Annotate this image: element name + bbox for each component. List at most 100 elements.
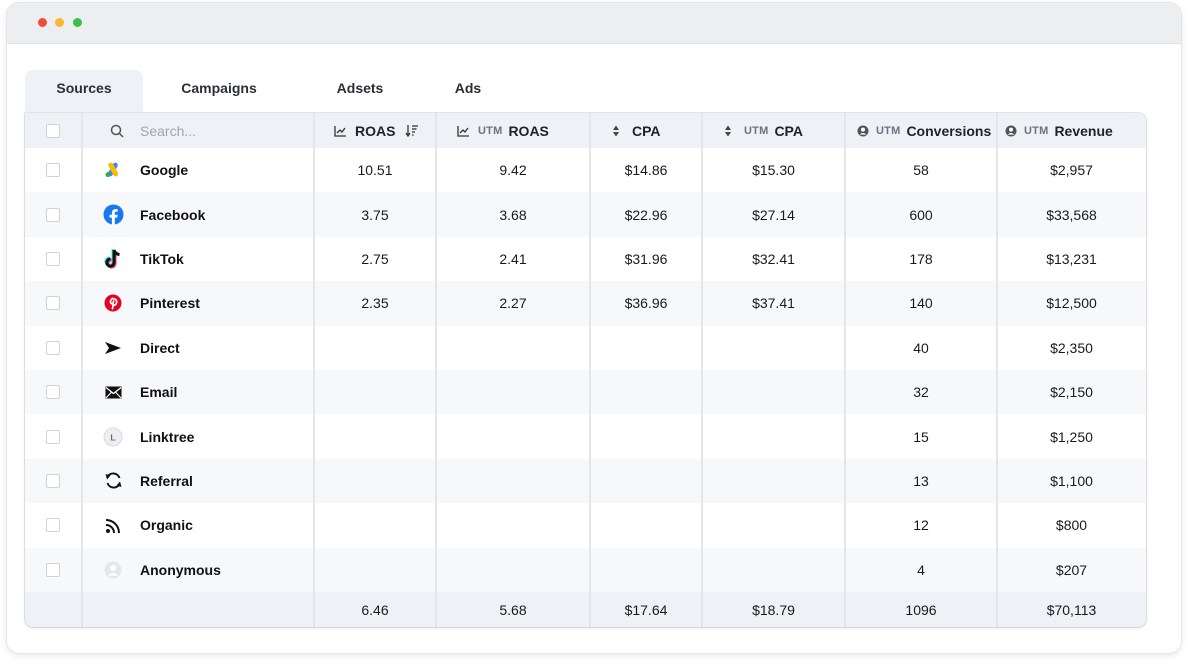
utm-conversions-cell: 600 xyxy=(909,206,933,223)
utm-cpa-cell xyxy=(702,459,845,503)
source-cell[interactable]: Direct xyxy=(82,326,314,370)
row-checkbox[interactable] xyxy=(46,562,60,577)
cpa-cell xyxy=(590,503,702,547)
column-header-utm-conversions[interactable]: UTM Conversions xyxy=(845,113,997,148)
close-window-button[interactable] xyxy=(38,18,47,27)
tab-ads[interactable]: Ads xyxy=(454,80,482,96)
row-checkbox[interactable] xyxy=(46,385,60,400)
utm-cpa-cell xyxy=(702,370,845,414)
table-row[interactable]: L Linktree 15 $1,250 xyxy=(25,414,1146,458)
source-name: Direct xyxy=(140,339,180,356)
roas-cell: 3.75 xyxy=(361,206,389,223)
row-checkbox[interactable] xyxy=(46,296,60,311)
row-checkbox[interactable] xyxy=(46,429,60,444)
column-header-roas[interactable]: ROAS xyxy=(314,113,436,148)
row-checkbox[interactable] xyxy=(46,473,60,488)
column-divider xyxy=(701,113,703,627)
source-name: Anonymous xyxy=(140,561,221,578)
total-cpa: $17.64 xyxy=(624,601,668,618)
maximize-window-button[interactable] xyxy=(73,18,82,27)
select-all-checkbox[interactable] xyxy=(46,123,60,138)
source-cell[interactable]: TikTok xyxy=(82,237,314,281)
source-cell[interactable]: Google xyxy=(82,148,314,192)
referral-icon xyxy=(102,470,124,492)
utm-cpa-cell xyxy=(702,326,845,370)
utm-conversions-cell: 13 xyxy=(913,472,929,489)
source-name: Email xyxy=(140,384,178,401)
utm-roas-cell xyxy=(436,370,590,414)
utm-conversions-cell: 4 xyxy=(917,561,925,578)
source-cell[interactable]: L Linktree xyxy=(82,414,314,458)
roas-cell xyxy=(314,414,436,458)
column-divider xyxy=(996,113,998,627)
source-cell[interactable]: Referral xyxy=(82,459,314,503)
roas-cell xyxy=(314,370,436,414)
row-checkbox[interactable] xyxy=(46,207,60,222)
utm-revenue-cell: $1,100 xyxy=(1050,472,1093,489)
roas-cell: 10.51 xyxy=(357,162,393,179)
window-titlebar xyxy=(7,3,1181,44)
table-row[interactable]: Google 10.51 9.42 $14.86 $15.30 58 $2,957 xyxy=(25,148,1146,192)
source-cell[interactable]: Organic xyxy=(82,503,314,547)
cpa-cell: $22.96 xyxy=(624,206,668,223)
sources-table: ROAS UTM ROAS CPA UTM CPA xyxy=(25,113,1146,627)
utm-roas-cell xyxy=(436,326,590,370)
column-divider xyxy=(313,113,315,627)
search-input[interactable] xyxy=(138,121,302,140)
row-checkbox[interactable] xyxy=(46,163,60,178)
table-row[interactable]: Email 32 $2,150 xyxy=(25,370,1146,415)
table-row[interactable]: Pinterest 2.35 2.27 $36.96 $37.41 140 $12,500 xyxy=(25,281,1146,326)
source-name: Facebook xyxy=(140,206,206,223)
minimize-window-button[interactable] xyxy=(55,18,64,27)
roas-cell: 2.35 xyxy=(361,295,389,312)
linktree-icon: L xyxy=(102,426,124,448)
column-divider xyxy=(589,113,591,627)
row-checkbox[interactable] xyxy=(46,340,60,355)
utm-cpa-cell xyxy=(702,548,845,592)
table-row[interactable]: Direct 40 $2,350 xyxy=(25,326,1146,370)
utm-revenue-cell: $1,250 xyxy=(1050,428,1093,445)
search-icon xyxy=(110,124,124,138)
source-cell[interactable]: Pinterest xyxy=(82,281,314,325)
table-row[interactable]: Referral 13 $1,100 xyxy=(25,458,1146,504)
utm-cpa-cell: $32.41 xyxy=(752,250,795,267)
utm-roas-cell xyxy=(436,548,590,592)
tiktok-icon xyxy=(102,248,124,270)
column-header-utm-cpa[interactable]: UTM CPA xyxy=(702,113,845,148)
utm-roas-cell xyxy=(436,414,590,458)
cpa-cell xyxy=(590,459,702,503)
tab-sources[interactable]: Sources xyxy=(25,70,143,114)
search-cell xyxy=(82,113,314,148)
source-name: Referral xyxy=(140,472,193,489)
roas-cell xyxy=(314,503,436,547)
sort-arrows-icon xyxy=(612,125,620,137)
source-cell[interactable]: Anonymous xyxy=(82,548,314,592)
utm-roas-cell xyxy=(436,503,590,547)
column-divider xyxy=(435,113,437,627)
table-header: ROAS UTM ROAS CPA UTM CPA xyxy=(25,113,1146,148)
tab-campaigns[interactable]: Campaigns xyxy=(181,80,257,96)
cpa-cell xyxy=(590,326,702,370)
email-icon xyxy=(102,381,124,403)
tab-adsets[interactable]: Adsets xyxy=(336,80,384,96)
utm-conversions-cell: 15 xyxy=(913,428,929,445)
table-row[interactable]: Organic 12 $800 xyxy=(25,503,1146,547)
utm-cpa-cell: $37.41 xyxy=(752,295,795,312)
utm-revenue-cell: $33,568 xyxy=(1046,206,1097,223)
source-name: TikTok xyxy=(140,250,184,267)
source-cell[interactable]: Facebook xyxy=(82,192,314,236)
row-checkbox[interactable] xyxy=(46,518,60,533)
row-checkbox[interactable] xyxy=(46,251,60,266)
utm-roas-cell: 9.42 xyxy=(499,162,527,179)
utm-roas-cell: 3.68 xyxy=(499,206,527,223)
table-row[interactable]: Facebook 3.75 3.68 $22.96 $27.14 600 $33,568 xyxy=(25,192,1146,237)
source-cell[interactable]: Email xyxy=(82,370,314,414)
column-header-utm-revenue[interactable]: UTM Revenue xyxy=(997,113,1146,148)
column-header-utm-roas[interactable]: UTM ROAS xyxy=(436,113,590,148)
roas-cell xyxy=(314,459,436,503)
column-header-cpa[interactable]: CPA xyxy=(590,113,702,148)
table-row[interactable]: TikTok 2.75 2.41 $31.96 $32.41 178 $13,231 xyxy=(25,237,1146,281)
utm-cpa-cell xyxy=(702,503,845,547)
sort-descending-icon[interactable] xyxy=(405,124,419,137)
table-row[interactable]: Anonymous 4 $207 xyxy=(25,547,1146,592)
